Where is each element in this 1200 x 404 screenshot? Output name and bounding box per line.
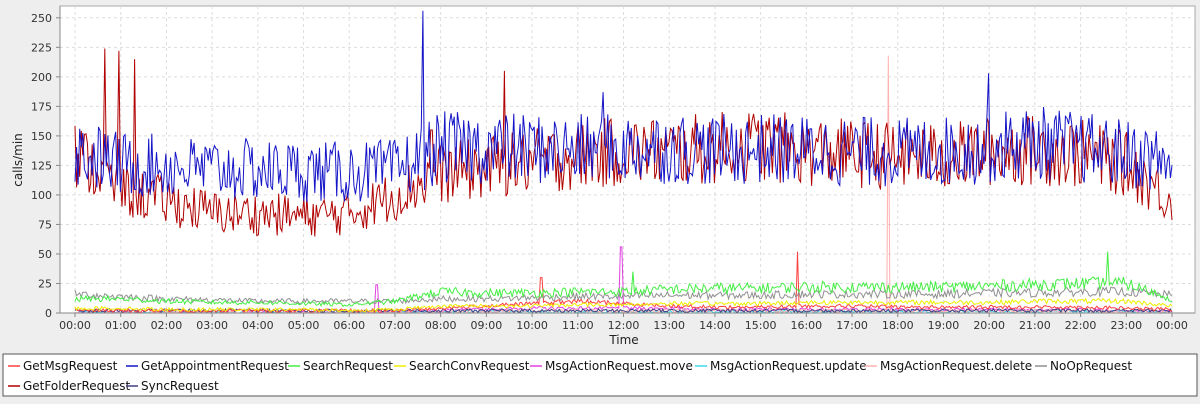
x-tick-label: 18:00 — [882, 319, 914, 332]
series-line-searchrequest — [74, 251, 1173, 308]
legend-label: GetFolderRequest — [23, 379, 131, 393]
legend-label: SearchRequest — [303, 359, 393, 373]
x-tick-label: 01:00 — [105, 319, 137, 332]
x-tick-label: 00:00 — [59, 319, 91, 332]
y-tick-label: 225 — [31, 41, 52, 54]
x-axis-title: Time — [608, 333, 638, 347]
series-line-getmsgrequest — [74, 251, 1173, 314]
x-tick-label: 10:00 — [516, 319, 548, 332]
x-tick-label: 22:00 — [1065, 319, 1097, 332]
y-tick-label: 125 — [31, 159, 52, 172]
legend: GetMsgRequest GetAppointmentRequest Search… — [8, 359, 1132, 393]
x-tick-label: 02:00 — [151, 319, 183, 332]
legend-label: SyncRequest — [141, 379, 219, 393]
y-tick-label: 0 — [45, 307, 52, 320]
x-tick-label: 05:00 — [288, 319, 320, 332]
legend-item: SearchRequest — [288, 359, 393, 373]
x-tick-label: 11:00 — [562, 319, 594, 332]
legend-label: MsgActionRequest.update — [710, 359, 867, 373]
legend-label: NoOpRequest — [1050, 359, 1132, 373]
series-line-getfolderrequest — [74, 48, 1173, 237]
legend-label: MsgActionRequest.delete — [880, 359, 1032, 373]
legend-item: MsgActionRequest.update — [695, 359, 867, 373]
legend-item: GetMsgRequest — [8, 359, 118, 373]
x-tick-label: 06:00 — [333, 319, 365, 332]
x-tick-label: 16:00 — [790, 319, 822, 332]
x-tick-label: 14:00 — [699, 319, 731, 332]
x-tick-label: 19:00 — [928, 319, 960, 332]
y-tick-label: 50 — [38, 248, 52, 261]
y-tick-label: 200 — [31, 71, 52, 84]
y-tick-label: 150 — [31, 130, 52, 143]
x-tick-label: 23:00 — [1110, 319, 1142, 332]
legend-label: MsgActionRequest.move — [545, 359, 693, 373]
x-tick-label: 20:00 — [973, 319, 1005, 332]
y-tick-label: 250 — [31, 12, 52, 25]
y-axis-title: calls/min — [11, 133, 25, 187]
series-line-searchconvrequest — [74, 297, 1173, 313]
legend-item: SearchConvRequest — [394, 359, 530, 373]
x-tick-label: 15:00 — [745, 319, 777, 332]
legend-box — [2, 353, 1198, 397]
x-tick-label: 00:00 — [1156, 319, 1188, 332]
legend-item: MsgActionRequest.move — [530, 359, 693, 373]
y-tick-label: 100 — [31, 189, 52, 202]
series-line-getappointmentrequest — [74, 10, 1173, 203]
y-tick-label: 175 — [31, 100, 52, 113]
y-tick-label: 25 — [38, 277, 52, 290]
x-tick-label: 04:00 — [242, 319, 274, 332]
legend-label: GetAppointmentRequest — [141, 359, 289, 373]
legend-label: GetMsgRequest — [23, 359, 118, 373]
legend-item: NoOpRequest — [1035, 359, 1132, 373]
legend-item: GetFolderRequest — [8, 379, 131, 393]
x-tick-label: 12:00 — [608, 319, 640, 332]
plot-area — [59, 5, 1196, 314]
axis-layer: 0 25 50 75 100 125 150 175 200 225 250 00:00 01:00 02… — [31, 6, 1195, 332]
legend-item: SyncRequest — [126, 379, 219, 393]
y-tick-label: 75 — [38, 218, 52, 231]
series-line-nooprequest — [74, 286, 1173, 305]
x-tick-label: 17:00 — [836, 319, 868, 332]
x-tick-label: 13:00 — [653, 319, 685, 332]
x-tick-label: 09:00 — [471, 319, 503, 332]
x-tick-label: 03:00 — [196, 319, 228, 332]
x-tick-label: 08:00 — [425, 319, 457, 332]
x-tick-label: 07:00 — [379, 319, 411, 332]
legend-label: SearchConvRequest — [409, 359, 530, 373]
legend-item: GetAppointmentRequest — [126, 359, 289, 373]
x-tick-label: 21:00 — [1019, 319, 1051, 332]
legend-item: MsgActionRequest.delete — [865, 359, 1032, 373]
